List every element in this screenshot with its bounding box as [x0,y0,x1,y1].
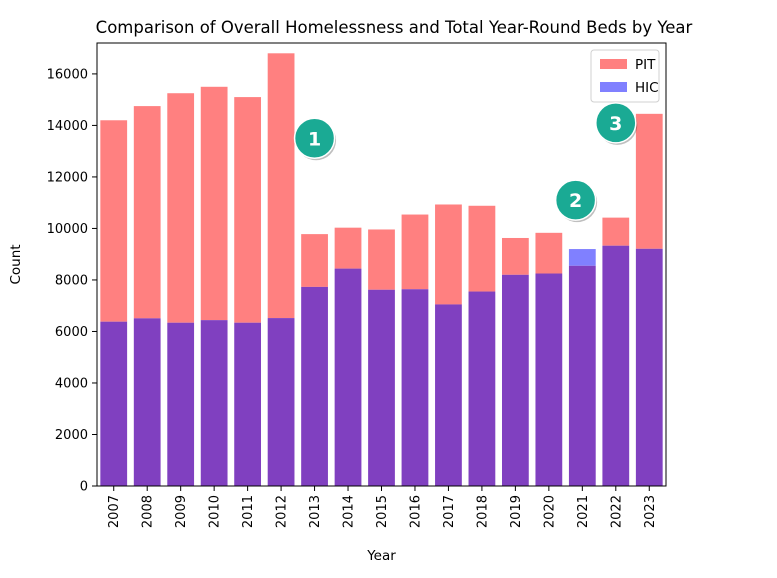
bar-pit-2010 [200,86,228,321]
bar-pit-2009 [167,93,195,323]
bar-overlap-2007 [100,321,128,486]
y-tick-label-0: 0 [80,480,88,495]
x-tick-label-2019: 2019 [509,495,524,528]
bar-overlap-2016 [401,289,429,486]
bar-overlap-2020 [535,273,563,486]
bar-pit-2023 [635,113,663,249]
bar-pit-2016 [401,214,429,290]
bar-pit-2012 [267,53,295,319]
y-tick-label-6000: 6000 [55,325,88,340]
x-tick-label-2014: 2014 [342,495,357,528]
annotation-badge-1: 1 [293,117,337,161]
bar-pit-2008 [133,106,161,319]
x-tick-label-2009: 2009 [174,495,189,528]
legend-label-hic: HIC [635,80,659,96]
bar-pit-2019 [501,237,529,275]
bar-overlap-2015 [368,289,395,486]
x-tick-label-2012: 2012 [275,495,290,528]
x-tick-label-2007: 2007 [107,495,122,528]
x-tick-label-2021: 2021 [576,495,591,528]
bar-pit-2013 [301,234,328,287]
y-tick-label-4000: 4000 [55,376,88,391]
annotation-label-1: 1 [308,128,321,150]
y-tick-label-16000: 16000 [47,67,88,82]
legend: PIT HIC [590,49,660,103]
legend-swatch-pit [600,59,627,69]
bar-hic-2021 [568,249,596,266]
x-axis-label: Year [366,548,396,564]
bar-overlap-2018 [468,291,496,486]
chart-title: Comparison of Overall Homelessness and T… [96,18,693,37]
bar-overlap-2012 [267,318,295,486]
x-tick-label-2010: 2010 [208,495,223,528]
bar-overlap-2013 [301,286,328,486]
x-tick-label-2022: 2022 [609,495,624,528]
bar-overlap-2009 [167,322,195,486]
plot-area: 0 2000 4000 6000 8000 10000 12000 14000 16000 200… [47,42,667,528]
legend-swatch-hic [600,82,627,92]
x-tick-label-2013: 2013 [308,495,323,528]
bar-pit-2018 [468,205,496,292]
bar-overlap-2021 [568,265,596,486]
legend-label-pit: PIT [635,57,656,73]
y-tick-label-12000: 12000 [47,170,88,185]
annotation-badge-3: 3 [595,102,638,145]
x-tick-label-2008: 2008 [141,495,156,528]
bar-overlap-2022 [602,245,630,486]
y-axis-label: Count [8,244,24,284]
bar-overlap-2019 [501,274,529,486]
x-tick-label-2015: 2015 [375,495,390,528]
bar-pit-2007 [100,120,128,322]
y-tick-label-8000: 8000 [55,273,88,288]
bar-pit-2015 [368,229,395,290]
x-tick-label-2023: 2023 [643,495,658,528]
x-tick-label-2011: 2011 [241,495,256,528]
bar-overlap-2008 [133,318,161,486]
annotation-label-2: 2 [569,190,582,212]
y-tick-label-14000: 14000 [47,119,88,134]
annotations: 1 2 3 [293,102,638,223]
bar-pit-2011 [234,97,262,323]
bar-overlap-2014 [334,268,362,486]
y-tick-label-10000: 10000 [47,222,88,237]
bar-overlap-2010 [200,320,228,486]
bar-pit-2017 [435,204,462,305]
bar-overlap-2011 [234,322,262,486]
bar-pit-2020 [535,232,563,274]
x-tick-label-2018: 2018 [475,495,490,528]
bar-pit-2022 [602,217,630,246]
y-tick-label-2000: 2000 [55,428,88,443]
x-tick-label-2017: 2017 [442,495,457,528]
annotation-label-3: 3 [609,113,622,135]
bar-overlap-2017 [435,304,462,486]
bar-pit-2014 [334,227,362,269]
x-tick-label-2020: 2020 [542,495,557,528]
annotation-badge-2: 2 [554,179,598,223]
x-tick-label-2016: 2016 [408,495,423,528]
bar-overlap-2023 [635,248,663,486]
